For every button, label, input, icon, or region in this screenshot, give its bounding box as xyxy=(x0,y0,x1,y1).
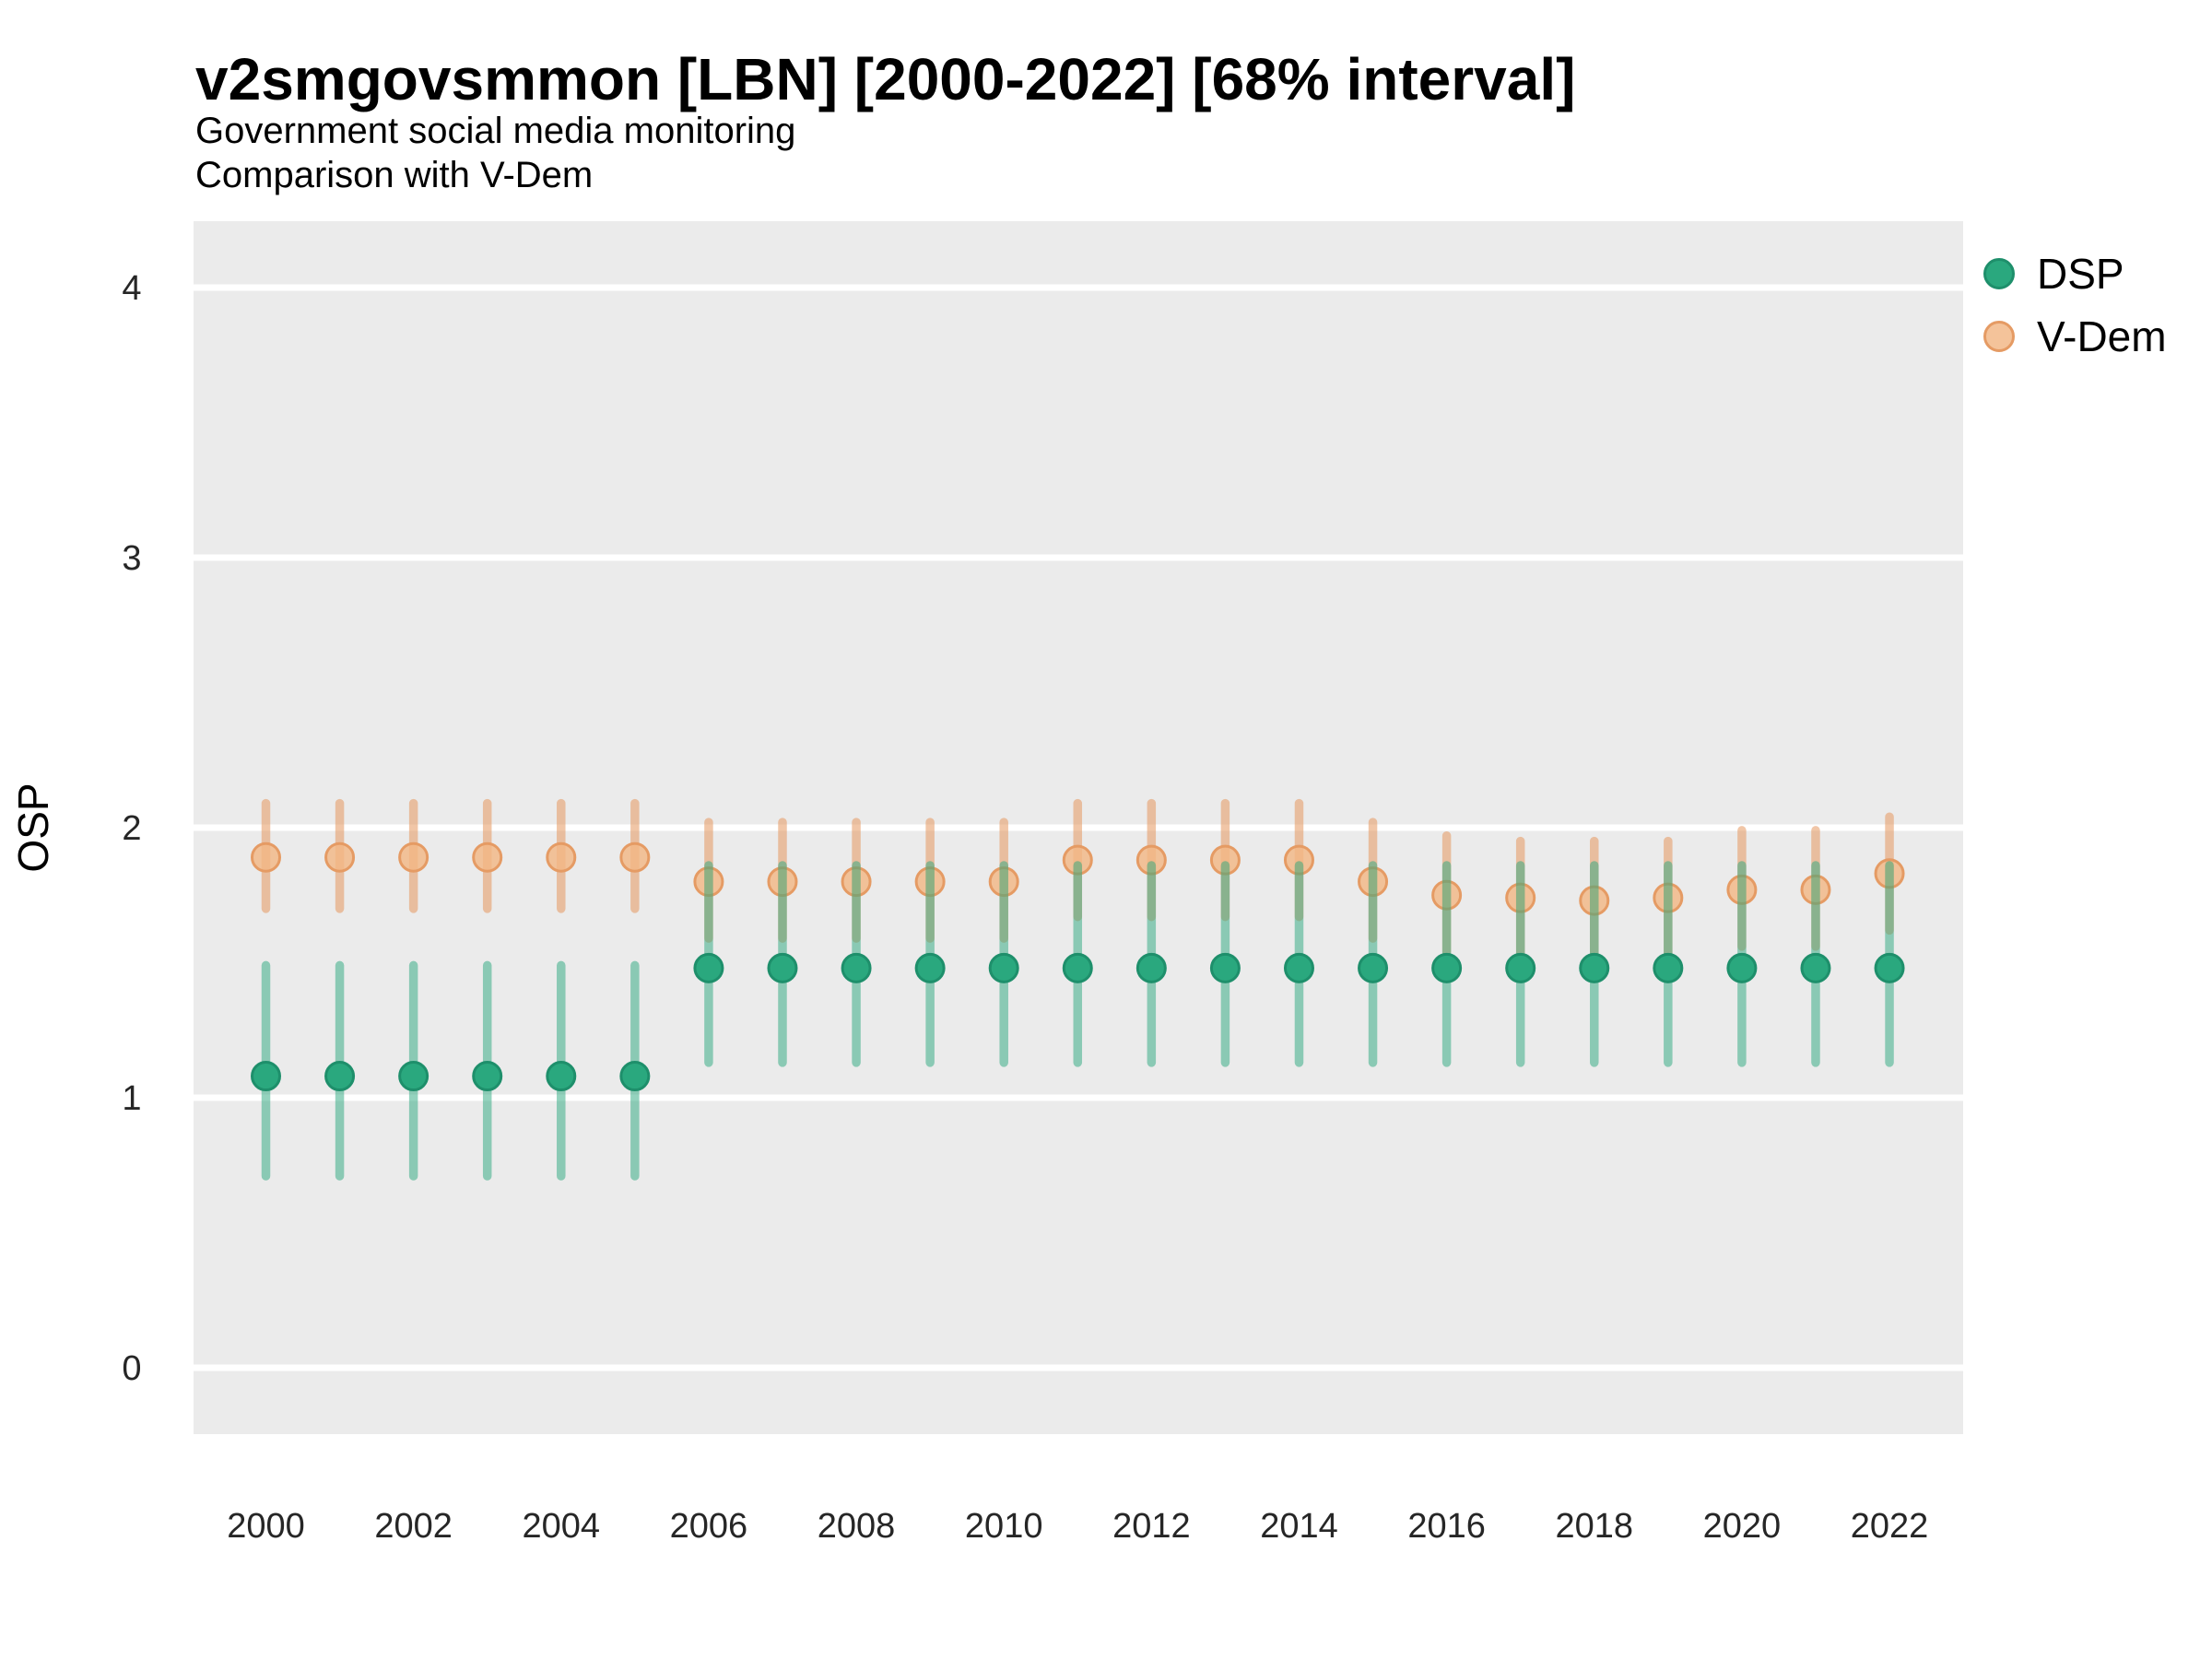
x-tick-label: 2016 xyxy=(1407,1507,1486,1546)
dsp-point xyxy=(251,1061,281,1092)
x-tick-label: 2022 xyxy=(1851,1507,1929,1546)
vdem-legend-swatch-icon xyxy=(1983,321,2015,352)
y-tick-label: 4 xyxy=(122,269,141,308)
dsp-point xyxy=(546,1061,577,1092)
x-tick-label: 2004 xyxy=(523,1507,601,1546)
dsp-point xyxy=(1209,952,1241,983)
x-axis-tick-labels: 2000 2002 2004 2006 2008 2010 2012 2014 2016 2018… xyxy=(227,1507,1928,1546)
dsp-point xyxy=(1653,952,1684,983)
legend: DSP V-Dem xyxy=(1983,253,2167,358)
x-tick-label: 2020 xyxy=(1703,1507,1782,1546)
y-tick-label: 3 xyxy=(122,539,141,578)
dsp-point xyxy=(324,1061,356,1092)
legend-label-dsp: DSP xyxy=(2037,250,2124,298)
y-tick-label: 1 xyxy=(122,1079,141,1118)
chart-title: v2smgovsmmon [LBN] [2000-2022] [68% inte… xyxy=(195,46,1576,112)
x-tick-label: 2014 xyxy=(1260,1507,1338,1546)
x-tick-label: 2018 xyxy=(1555,1507,1633,1546)
dsp-point xyxy=(1579,952,1610,983)
y-tick-label: 0 xyxy=(122,1349,141,1388)
dsp-point xyxy=(1062,952,1093,983)
legend-label-vdem: V-Dem xyxy=(2037,312,2167,360)
dsp-point xyxy=(1505,952,1536,983)
dsp-point xyxy=(1726,952,1758,983)
x-tick-label: 2006 xyxy=(670,1507,748,1546)
dsp-point xyxy=(1874,952,1905,983)
chart-subtitle-line1: Government social media monitoring xyxy=(195,111,796,151)
y-axis-title: OSP xyxy=(9,782,57,872)
vdem-point xyxy=(324,841,356,873)
dsp-point xyxy=(472,1061,503,1092)
dsp-point xyxy=(1358,952,1389,983)
dsp-legend-swatch-icon xyxy=(1983,258,2015,289)
x-tick-label: 2012 xyxy=(1112,1507,1191,1546)
x-tick-label: 2000 xyxy=(227,1507,305,1546)
x-tick-label: 2002 xyxy=(374,1507,453,1546)
y-tick-label: 2 xyxy=(122,809,141,848)
dsp-point xyxy=(1431,952,1463,983)
vdem-point xyxy=(546,841,577,873)
dsp-point xyxy=(693,952,724,983)
y-axis-tick-labels: 0 1 2 3 4 xyxy=(122,269,141,1388)
dsp-point xyxy=(619,1061,651,1092)
dsp-point xyxy=(1800,952,1831,983)
dsp-point xyxy=(1283,952,1314,983)
vdem-point xyxy=(251,841,281,873)
legend-item-vdem: V-Dem xyxy=(1983,315,2167,358)
x-tick-label: 2010 xyxy=(965,1507,1043,1546)
dsp-point xyxy=(1135,952,1167,983)
dsp-point xyxy=(841,952,872,983)
legend-item-dsp: DSP xyxy=(1983,253,2167,295)
vdem-point xyxy=(472,841,503,873)
dsp-point xyxy=(988,952,1019,983)
dsp-point xyxy=(914,952,946,983)
x-tick-label: 2008 xyxy=(818,1507,896,1546)
series-dsp xyxy=(251,861,1905,1181)
vdem-point xyxy=(398,841,429,873)
vdem-point xyxy=(619,841,651,873)
dsp-point xyxy=(398,1061,429,1092)
chart-subtitle-line2: Comparison with V-Dem xyxy=(195,155,594,195)
dsp-point xyxy=(767,952,798,983)
